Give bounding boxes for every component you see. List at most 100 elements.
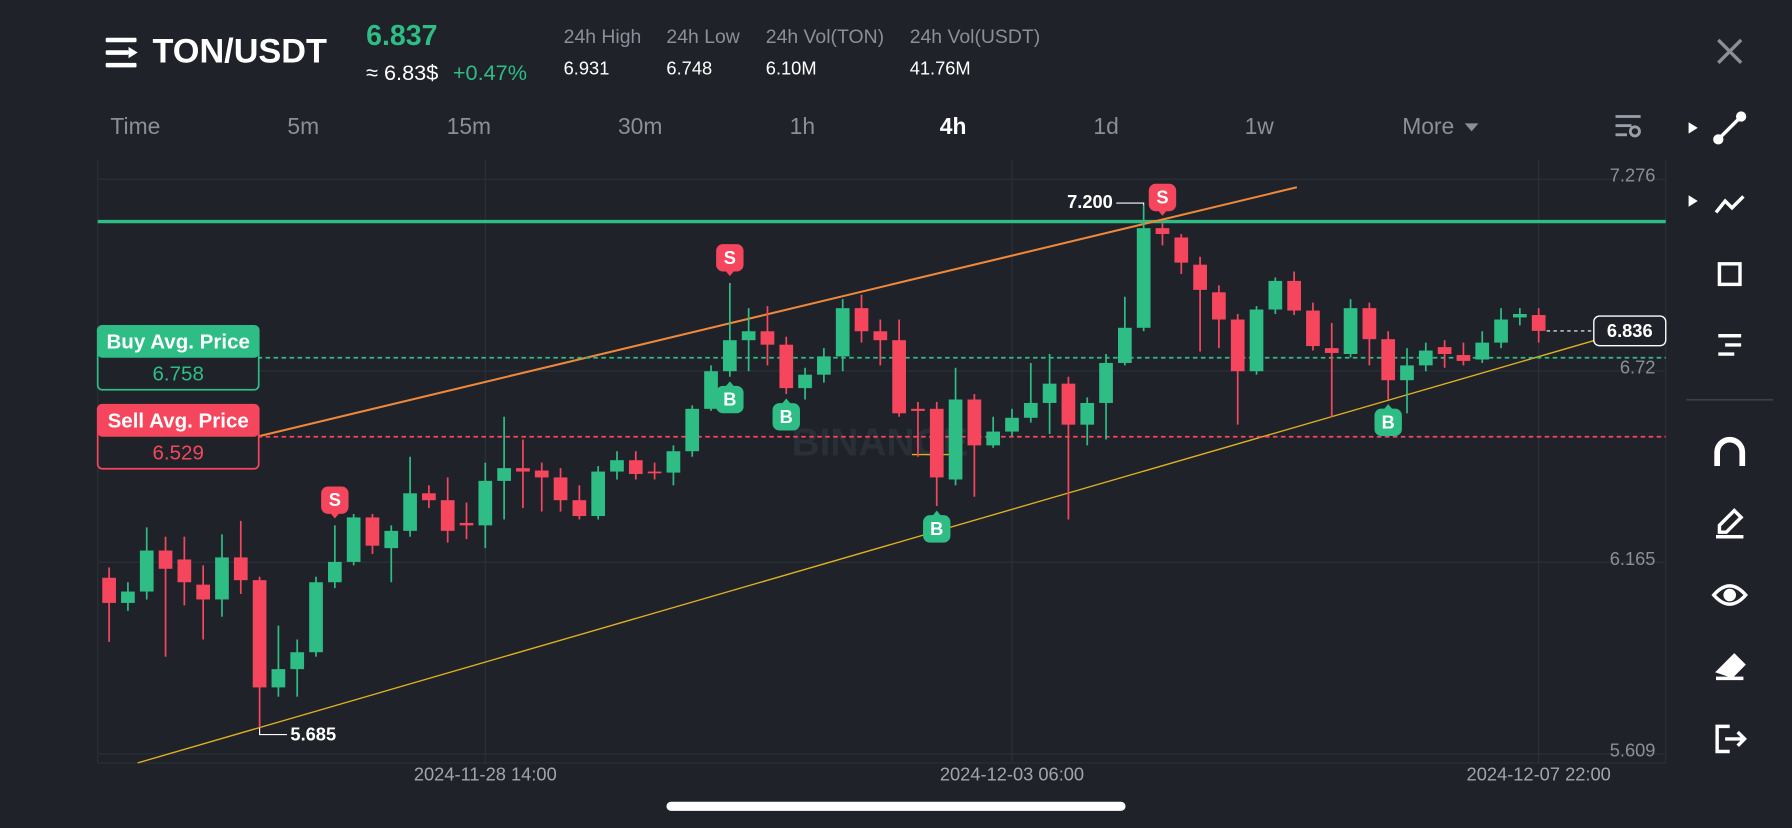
tool-dot	[1735, 111, 1747, 122]
menu-bar	[105, 62, 137, 68]
candle-body	[1136, 228, 1151, 328]
timeframe-tab[interactable]: 15m	[447, 113, 491, 139]
candle-body	[1513, 314, 1527, 318]
candle-body	[1080, 402, 1095, 425]
timeframe-tab[interactable]: 5m	[287, 113, 319, 139]
candle-body	[233, 557, 248, 581]
avg-price-header	[97, 404, 259, 437]
visibility-tool[interactable]	[1711, 584, 1748, 606]
tool-line	[1717, 115, 1743, 141]
y-tick-label: 5.609	[1610, 739, 1656, 760]
candle-body	[365, 517, 380, 546]
pair-name[interactable]: TON/USDT	[153, 33, 328, 71]
stat-label: 24h Low	[666, 26, 740, 48]
candle-body	[478, 480, 493, 526]
candle-body	[553, 477, 568, 501]
position-tool[interactable]	[1718, 334, 1742, 356]
candle-body	[196, 584, 211, 600]
candle-body	[102, 577, 116, 603]
exit-tool[interactable]	[1715, 724, 1747, 754]
timeframe-tab[interactable]: 30m	[618, 113, 662, 139]
tool-rect	[1717, 262, 1742, 287]
timeframe-tab[interactable]: 4h	[940, 113, 967, 139]
candle-body	[628, 460, 643, 474]
icon-gear	[1628, 125, 1641, 138]
candle-body	[1042, 383, 1057, 403]
candle-body	[1061, 383, 1076, 425]
eraser-tool[interactable]	[1715, 653, 1746, 681]
candle-body	[948, 399, 963, 480]
candle-body	[741, 331, 756, 341]
x-tick-label: 2024-12-07 22:00	[1467, 763, 1611, 784]
stat-label: 24h High	[564, 26, 642, 48]
stat-value: 6.931	[564, 57, 610, 78]
candle-body	[1117, 327, 1132, 363]
rectangle-tool[interactable]	[1717, 262, 1742, 287]
pencil-tool[interactable]	[1716, 508, 1744, 539]
trade-marker-label: B	[723, 389, 736, 410]
trade-marker-label: B	[930, 518, 943, 539]
menu-icon[interactable]	[105, 37, 138, 68]
stat-label: 24h Vol(TON)	[766, 26, 884, 48]
y-tick-label: 6.165	[1610, 548, 1656, 569]
expand-arrow[interactable]	[1688, 122, 1698, 134]
trade-marker	[716, 385, 744, 414]
candle-body	[911, 408, 925, 411]
high-connector	[1116, 202, 1145, 206]
timeframe-tabs: Time 5m 15m 30m 1h 4h 1d 1w More	[110, 113, 1479, 139]
trade-marker-label: S	[1156, 186, 1168, 207]
candle-body	[1494, 319, 1508, 343]
candle-body	[1287, 280, 1301, 311]
candle-body	[610, 460, 624, 472]
candle-body	[1212, 292, 1226, 320]
candle-body	[647, 471, 662, 474]
candle-body	[929, 408, 944, 478]
usd-price: ≈ 6.83$	[366, 60, 438, 85]
close-button[interactable]	[1717, 38, 1743, 65]
candle-body	[1155, 228, 1170, 235]
avg-price-label: Buy Avg. Price	[106, 330, 249, 353]
candle-body	[384, 530, 399, 549]
timeframe-tab[interactable]: 1h	[790, 113, 815, 139]
candle-body	[1400, 365, 1414, 381]
candle-body	[1023, 402, 1038, 418]
last-price-box	[1593, 315, 1667, 347]
timeframe-tab[interactable]: Time	[110, 113, 160, 139]
chart-settings-icon[interactable]	[1615, 115, 1641, 138]
candle-body	[666, 451, 681, 473]
stat-value: 6.10M	[766, 57, 817, 78]
timeframe-tab[interactable]: More	[1402, 113, 1454, 139]
candle-body	[892, 340, 906, 414]
candle-body	[177, 559, 192, 583]
menu-bar	[105, 50, 129, 55]
candle-body	[1343, 308, 1358, 354]
price-change: +0.47%	[453, 60, 527, 85]
candle-body	[290, 652, 305, 670]
last-price-label: 6.836	[1607, 320, 1653, 341]
candle-body	[1437, 347, 1452, 354]
candle-body	[817, 356, 831, 375]
expand-arrow[interactable]	[1688, 195, 1698, 207]
candle-body	[1268, 280, 1283, 310]
candle-body	[440, 500, 455, 531]
stat-value: 41.76M	[910, 57, 971, 78]
candle-body	[1456, 355, 1471, 361]
x-tick-label: 2024-11-28 14:00	[414, 763, 557, 784]
candle-body	[986, 431, 1001, 446]
trend-line-tool[interactable]	[1713, 111, 1747, 145]
candle-body	[346, 517, 361, 562]
timeframe-tab[interactable]: 1w	[1245, 113, 1275, 139]
magnet-tool[interactable]	[1714, 436, 1746, 466]
timeframe-tab[interactable]: 1d	[1093, 113, 1118, 139]
trade-marker	[1374, 408, 1402, 437]
candle-body	[572, 500, 587, 517]
home-indicator	[666, 801, 1126, 811]
fib-tool[interactable]	[1714, 195, 1745, 214]
candle-body	[215, 557, 229, 600]
avg-price-header	[97, 325, 259, 358]
candle-body	[779, 344, 794, 389]
low-connector	[259, 727, 288, 736]
candle-body	[873, 331, 888, 341]
candle-body	[1306, 310, 1320, 347]
